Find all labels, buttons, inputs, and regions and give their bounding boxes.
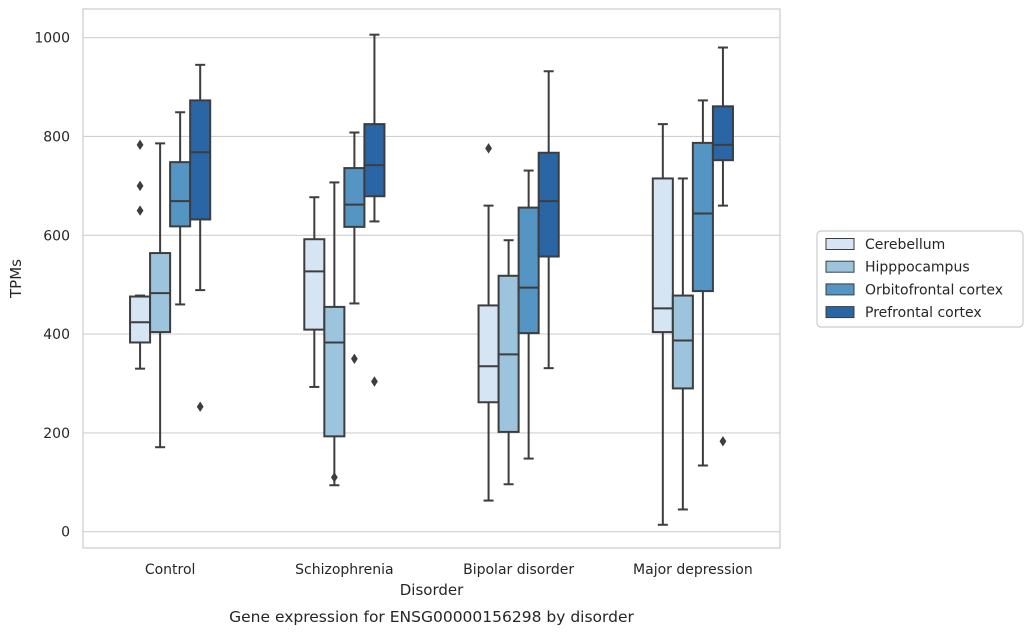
x-tick-label: Schizophrenia (295, 562, 393, 578)
legend-swatch (825, 238, 855, 250)
box-iqr (129, 295, 152, 344)
x-tick-label: Bipolar disorder (463, 562, 574, 578)
box-prefrontal-cortex-schizophrenia (363, 33, 386, 387)
y-tick-label: 400 (43, 327, 70, 343)
box-iqr (323, 305, 346, 438)
box-prefrontal-cortex-control (189, 63, 212, 412)
y-axis-ticks: 0 200 400 600 800 1000 (34, 31, 70, 541)
grid-lines (83, 37, 780, 533)
box-cerebellum-major-depression (651, 123, 674, 526)
series-cerebellum (129, 123, 674, 526)
box-iqr (303, 238, 326, 331)
box-iqr (537, 151, 560, 258)
legend-swatch (825, 283, 855, 296)
box-cerebellum-bipolar-disorder (477, 143, 500, 502)
box-hipppocampus-major-depression (671, 177, 694, 511)
box-iqr (711, 105, 734, 162)
y-tick-label: 200 (43, 426, 70, 442)
outlier-point (350, 353, 358, 364)
box-cerebellum-schizophrenia (303, 196, 326, 388)
legend-label: Prefrontal cortex (865, 305, 982, 321)
box-orbitofrontal-cortex-bipolar-disorder (517, 169, 540, 460)
x-tick-label: Major depression (633, 562, 753, 578)
y-axis-label: TPMs (7, 259, 25, 299)
x-axis-label: Disorder (400, 581, 464, 599)
chart-caption: Gene expression for ENSG00000156298 by d… (229, 608, 634, 626)
box-iqr (691, 141, 714, 293)
box-hipppocampus-schizophrenia (323, 181, 346, 487)
y-tick-label: 800 (43, 129, 70, 145)
outlier-point (485, 143, 492, 154)
legend-label: Orbitofrontal cortex (865, 282, 1003, 298)
chart-legend: Cerebellum Hipppocampus Orbitofrontal cort… (816, 230, 1024, 328)
y-tick-label: 0 (61, 525, 70, 541)
series-orbitofrontal-cortex (169, 99, 714, 467)
legend-swatch (825, 306, 855, 319)
x-axis-ticks: Control Schizophrenia Bipolar disorder Majo… (145, 562, 753, 578)
outlier-point (719, 436, 727, 447)
x-tick-label: Control (145, 562, 196, 578)
outlier-point (330, 472, 338, 483)
box-iqr (169, 161, 192, 228)
box-iqr (517, 206, 540, 335)
box-orbitofrontal-cortex-major-depression (691, 99, 714, 467)
y-tick-label: 1000 (34, 31, 70, 47)
outlier-point (371, 376, 378, 387)
box-iqr (651, 177, 674, 334)
box-orbitofrontal-cortex-schizophrenia (343, 131, 366, 364)
legend-swatch (825, 260, 855, 273)
box-hipppocampus-control (149, 142, 172, 449)
series-hipppocampus (149, 142, 694, 511)
y-tick-label: 600 (43, 228, 70, 244)
outlier-point (196, 401, 204, 412)
legend-label: Cerebellum (865, 237, 945, 253)
box-hipppocampus-bipolar-disorder (497, 239, 520, 486)
box-prefrontal-cortex-major-depression (711, 46, 734, 447)
box-cerebellum-control (129, 139, 152, 370)
legend-frame (816, 230, 1024, 328)
box-prefrontal-cortex-bipolar-disorder (537, 70, 560, 370)
box-iqr (363, 123, 386, 198)
box-iqr (477, 304, 500, 404)
series-prefrontal-cortex (189, 33, 734, 447)
legend-label: Hipppocampus (865, 260, 970, 276)
outlier-point (136, 180, 144, 192)
box-orbitofrontal-cortex-control (169, 111, 192, 306)
box-iqr (671, 294, 694, 390)
box-plot-series (129, 33, 734, 526)
outlier-point (136, 139, 144, 151)
outlier-point (136, 205, 144, 216)
box-iqr (189, 99, 212, 221)
box-iqr (343, 167, 366, 228)
plot-frame (82, 8, 781, 549)
